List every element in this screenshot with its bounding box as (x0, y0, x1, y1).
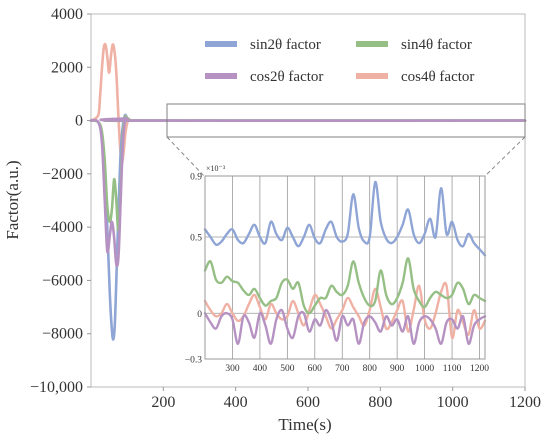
zoom-region-box (166, 103, 526, 138)
y-tick-label: −4000 (42, 219, 83, 236)
inset-series-line-cos2theta-factor (203, 308, 487, 345)
inset-frame (204, 175, 486, 360)
inset-series-line-sin4theta-factor (203, 257, 487, 315)
inset-axis-ticks: 300 400 500 600 700 800 900 1000 1100 1200 0.9 0.5 0… (185, 173, 489, 375)
x-tick-label: 600 (296, 394, 320, 411)
inset-series-line-sin2theta-factor (203, 180, 487, 257)
x-tick-label: 800 (368, 394, 392, 411)
y-tick-label: −10,000 (30, 379, 83, 396)
inset-x-tick-label: 600 (308, 364, 323, 374)
y-tick-label: −2000 (42, 166, 83, 183)
y-tick-label: −8000 (42, 326, 83, 343)
inset-x-tick-label: 900 (390, 364, 405, 374)
main-axis-ticks: 200 400 600 800 1000 1200400020000−2000−4000−… (30, 6, 541, 411)
legend-label-sin4theta-factor: sin4θ factor (401, 37, 472, 53)
inset-x-tick-label: 1200 (470, 364, 489, 374)
zoom-connector-right (484, 136, 526, 177)
inset-x-tick-label: 800 (363, 364, 378, 374)
inset-x-tick-label: 700 (335, 364, 350, 374)
main-series-line-cos2theta-factor (89, 116, 527, 268)
zoom-connector-left (166, 136, 206, 178)
x-tick-label: 400 (224, 394, 248, 411)
x-axis-label: Time(s) (278, 415, 331, 434)
legend: sin2θ factor sin4θ factor cos2θ factor cos4… (205, 37, 474, 85)
x-tick-label: 1200 (509, 394, 541, 411)
inset-y-tick-label: −0.3 (185, 356, 202, 366)
inset-y-tick-label: 0.5 (190, 234, 202, 244)
y-tick-label: 4000 (51, 6, 83, 23)
inset-y-tick-label: 0 (197, 310, 202, 320)
inset-series-group (203, 180, 487, 345)
inset-x-tick-label: 500 (280, 364, 295, 374)
y-axis-label: Factor(a.u.) (3, 160, 22, 239)
inset-series-line-cos4theta-factor (203, 281, 487, 339)
inset-scale-note: ×10⁻³ (206, 164, 226, 173)
inset-x-tick-label: 400 (253, 364, 268, 374)
y-tick-label: 2000 (51, 59, 83, 76)
inset-y-tick-label: 0.9 (190, 173, 202, 183)
main-series-group (89, 42, 527, 341)
inset-x-tick-label: 300 (225, 364, 240, 374)
legend-label-sin2theta-factor: sin2θ factor (250, 37, 321, 53)
inset-x-tick-label: 1000 (415, 364, 434, 374)
inset-chart: 300 400 500 600 700 800 900 1000 1100 1200 0.9 0.5 0… (185, 164, 489, 374)
y-tick-label: 0 (75, 113, 83, 130)
inset-x-tick-label: 1100 (443, 364, 462, 374)
legend-label-cos2theta-factor: cos2θ factor (250, 69, 323, 85)
x-tick-label: 1000 (437, 394, 469, 411)
x-tick-label: 200 (151, 394, 175, 411)
legend-label-cos4theta-factor: cos4θ factor (401, 69, 474, 85)
y-tick-label: −6000 (42, 272, 83, 289)
